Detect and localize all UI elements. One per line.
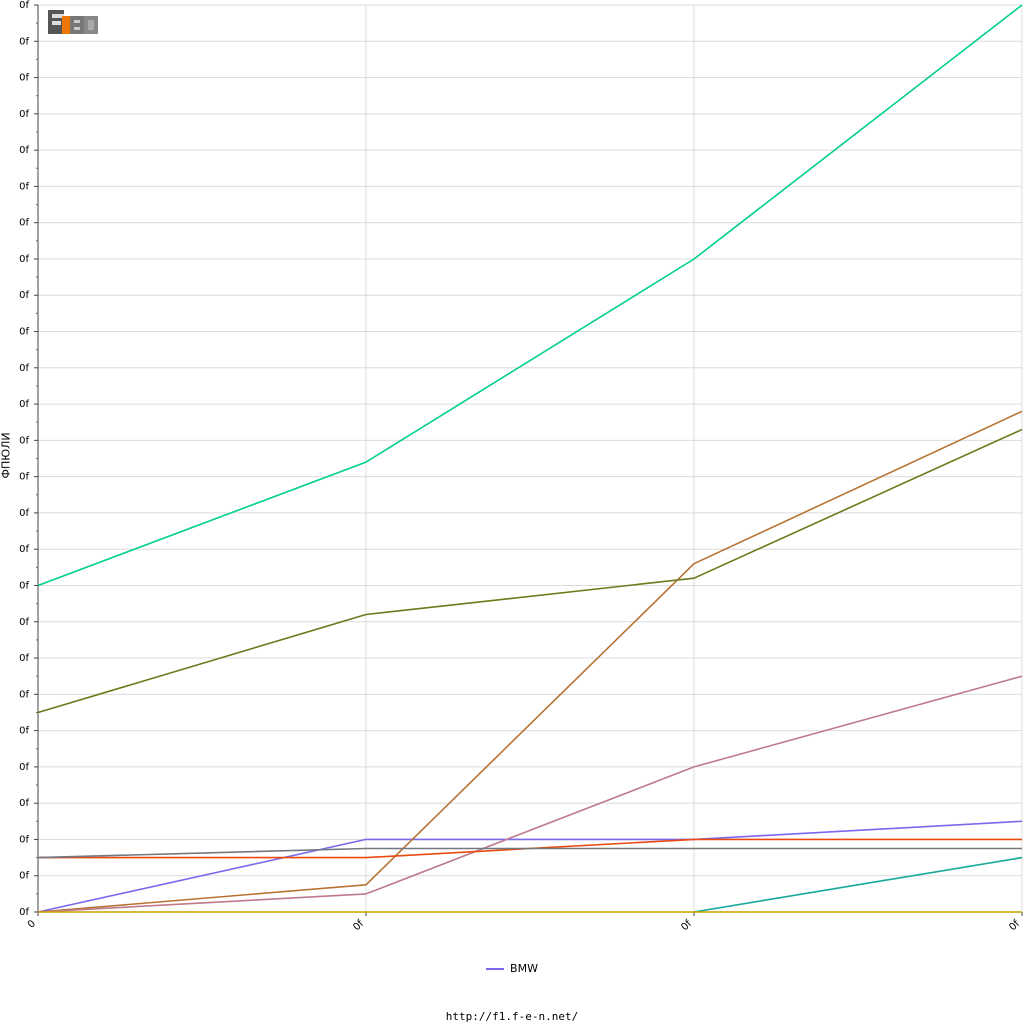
x-tick-label: 0f bbox=[1007, 918, 1022, 933]
x-tick-label: 0f bbox=[679, 918, 694, 933]
y-tick-label: 0f bbox=[19, 290, 29, 301]
series-line-7 bbox=[37, 847, 1022, 859]
legend: BMW bbox=[0, 962, 1024, 975]
y-tick-label: 0f bbox=[19, 145, 29, 156]
series-line-2 bbox=[37, 4, 1023, 587]
x-tick-label: 0 bbox=[26, 918, 38, 930]
y-axis-ticks: 0f 0f 0f 0f 0f 0f 0f 0f 0f 0f 0f 0f 0f 0f 0f 0f 0f 0f 0f 0f… bbox=[19, 0, 38, 918]
y-tick-label: 0f bbox=[19, 907, 29, 918]
footer-url: http://f1.f-e-n.net/ bbox=[445, 1010, 579, 1023]
y-tick-label: 0f bbox=[19, 435, 29, 446]
y-tick-label: 0f bbox=[19, 580, 29, 591]
y-tick-label: 0f bbox=[19, 327, 29, 338]
grid-lines bbox=[37, 4, 1023, 913]
y-tick-label: 0f bbox=[19, 689, 29, 700]
axes bbox=[37, 5, 1022, 913]
y-tick-label: 0f bbox=[19, 798, 29, 809]
f1en-logo bbox=[48, 8, 100, 36]
y-tick-label: 0f bbox=[19, 508, 29, 519]
y-tick-label: 0f bbox=[19, 871, 29, 882]
series-line-5 bbox=[37, 675, 1023, 913]
y-tick-label: 0f bbox=[19, 726, 29, 737]
y-axis-label: ФПЮЛИ bbox=[0, 432, 13, 479]
y-tick-label: 0f bbox=[19, 73, 29, 84]
y-tick-label: 0f bbox=[19, 254, 29, 265]
y-tick-label: 0f bbox=[19, 363, 29, 374]
legend-swatch bbox=[486, 968, 505, 970]
y-tick-label: 0f bbox=[19, 181, 29, 192]
y-tick-label: 0f bbox=[19, 109, 29, 120]
series-line-8 bbox=[693, 856, 1023, 913]
y-tick-label: 0f bbox=[19, 218, 29, 229]
y-tick-label: 0f bbox=[19, 544, 29, 555]
y-tick-label: 0f bbox=[19, 0, 29, 11]
data-series bbox=[37, 4, 1023, 913]
y-tick-label: 0f bbox=[19, 762, 29, 773]
y-tick-label: 0f bbox=[19, 36, 29, 47]
x-tick-label: 0f bbox=[351, 918, 366, 933]
series-line-3 bbox=[37, 410, 1023, 913]
series-line-4 bbox=[37, 428, 1023, 714]
series-line-bmw bbox=[37, 820, 1023, 913]
y-tick-label: 0f bbox=[19, 653, 29, 664]
x-axis-ticks: 0 0f 0f 0f bbox=[26, 912, 1023, 933]
y-tick-label: 0f bbox=[19, 399, 29, 410]
y-tick-label: 0f bbox=[19, 472, 29, 483]
legend-entry-label: BMW bbox=[510, 962, 538, 975]
y-tick-label: 0f bbox=[19, 617, 29, 628]
y-tick-label: 0f bbox=[19, 834, 29, 845]
